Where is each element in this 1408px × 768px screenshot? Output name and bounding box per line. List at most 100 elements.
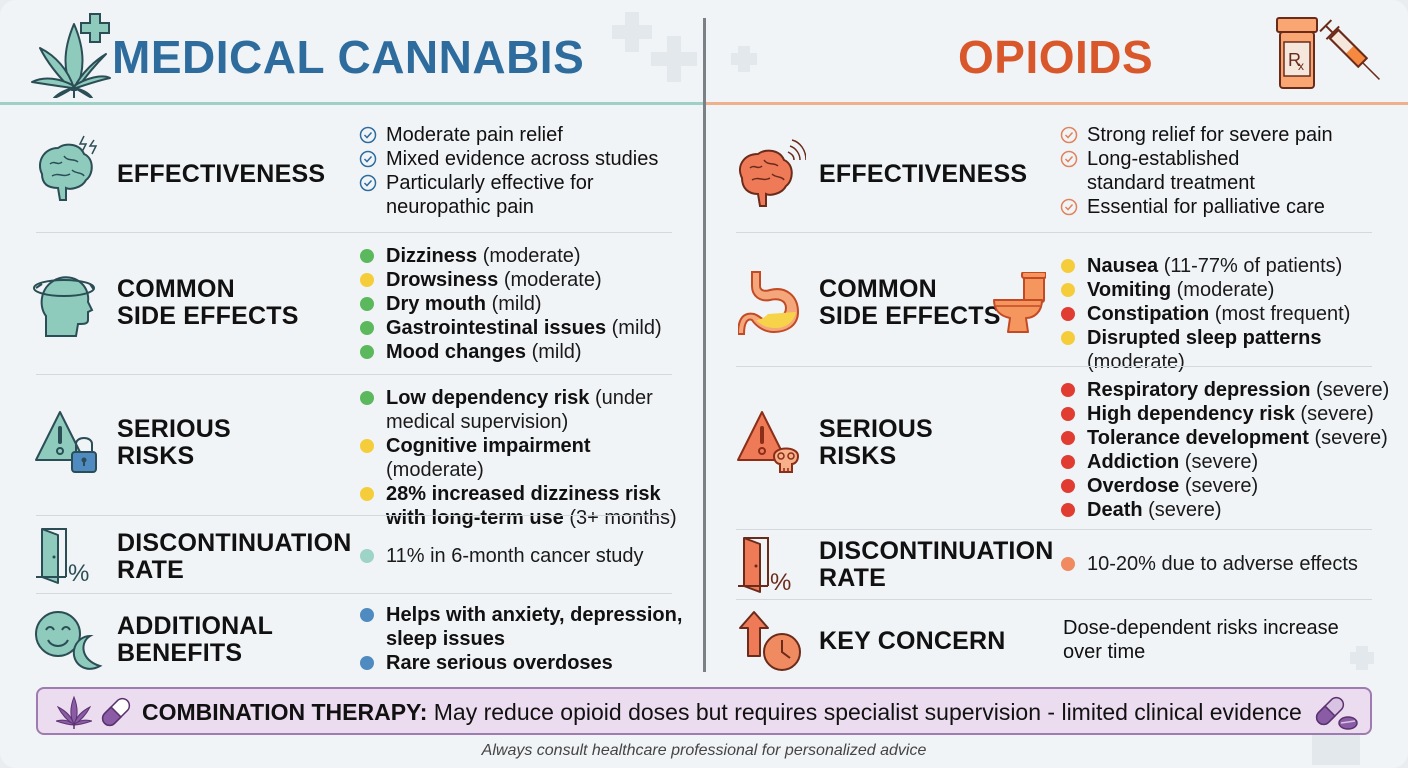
stomach-icon	[738, 271, 800, 335]
severity-dot	[1061, 331, 1075, 345]
combination-therapy-banner: COMBINATION THERAPY: May reduce opioid d…	[36, 687, 1372, 735]
column-divider	[703, 18, 706, 672]
row-separator	[736, 599, 1372, 600]
list-item: Tolerance development (severe)	[1061, 426, 1391, 450]
list-item: 11% in 6-month cancer study	[360, 544, 690, 568]
cannabis-discontinuation-list: 11% in 6-month cancer study	[360, 544, 690, 568]
severity-dot	[1061, 259, 1075, 273]
cannabis-benefits-label: ADDITIONAL BENEFITS	[117, 612, 274, 667]
opioids-key-concern-text: Dose-dependent risks increase over time	[1063, 617, 1339, 663]
pill-bottle-syringe-icon: R x	[1276, 17, 1380, 89]
list-item: Vomiting (moderate)	[1061, 278, 1406, 302]
cannabis-leaf-plus-icon	[31, 13, 111, 98]
severity-dot	[360, 249, 374, 263]
severity-dot	[1061, 455, 1075, 469]
severity-dot	[1061, 407, 1075, 421]
smile-moon-icon	[35, 611, 103, 670]
opioids-side-effects-label: COMMON SIDE EFFECTS	[819, 275, 1001, 330]
svg-text:%: %	[68, 560, 89, 585]
door-percent-icon: %	[738, 537, 791, 594]
list-item: Essential for palliative care	[1060, 195, 1391, 219]
severity-dot	[360, 656, 374, 670]
svg-text:%: %	[770, 569, 791, 594]
opioids-key-concern-label: KEY CONCERN	[819, 627, 1006, 655]
severity-dot	[1061, 557, 1075, 571]
check-circle-icon	[1060, 150, 1078, 168]
list-item: Overdose (severe)	[1061, 474, 1391, 498]
severity-dot	[360, 297, 374, 311]
severity-dot	[360, 487, 374, 501]
opioids-header-underline	[706, 102, 1408, 105]
list-item: Cognitive impairment (moderate)	[360, 434, 690, 482]
severity-dot	[1061, 283, 1075, 297]
list-item: Rare serious overdoses	[360, 651, 690, 675]
list-item: Drowsiness (moderate)	[360, 268, 690, 292]
row-separator	[736, 232, 1372, 233]
list-item: Gastrointestinal issues (mild)	[360, 316, 690, 340]
cannabis-side-effects-list: Dizziness (moderate) Drowsiness (moderat…	[360, 244, 690, 364]
list-item: 28% increased dizziness risk with long-t…	[360, 482, 690, 530]
list-item: Addiction (severe)	[1061, 450, 1391, 474]
row-separator	[36, 515, 672, 516]
opioids-discontinuation-label: DISCONTINUATION RATE	[819, 537, 1054, 592]
severity-dot	[360, 439, 374, 453]
row-separator	[36, 232, 672, 233]
row-separator	[736, 366, 1372, 367]
list-item: Mood changes (mild)	[360, 340, 690, 364]
list-item: Death (severe)	[1061, 498, 1391, 522]
bg-plus-decoration	[1350, 652, 1374, 664]
cannabis-title: MEDICAL CANNABIS	[112, 31, 585, 83]
check-circle-icon	[359, 126, 377, 144]
cannabis-leaf-icon	[56, 695, 92, 729]
warning-skull-icon	[737, 411, 800, 473]
list-item: Long-established standard treatment	[1060, 147, 1391, 195]
list-item: High dependency risk (severe)	[1061, 402, 1391, 426]
list-item: 10-20% due to adverse effects	[1061, 552, 1391, 576]
list-item: Low dependency risk (under medical super…	[360, 386, 690, 434]
dizzy-head-icon	[33, 276, 95, 337]
cannabis-discontinuation-label: DISCONTINUATION RATE	[117, 529, 352, 584]
list-item: Nausea (11-77% of patients)	[1061, 254, 1406, 278]
brain-waves-icon	[739, 139, 806, 207]
svg-text:x: x	[1298, 59, 1304, 73]
cannabis-effectiveness-label: EFFECTIVENESS	[117, 160, 326, 188]
toilet-icon	[993, 272, 1046, 333]
check-circle-icon	[359, 174, 377, 192]
arrow-up-clock-icon	[739, 611, 801, 671]
opioids-side-effects-list: Nausea (11-77% of patients) Vomiting (mo…	[1061, 254, 1406, 374]
list-item: Dizziness (moderate)	[360, 244, 690, 268]
severity-dot	[1061, 383, 1075, 397]
severity-dot	[360, 321, 374, 335]
cannabis-effectiveness-list: Moderate pain relief Mixed evidence acro…	[359, 123, 690, 219]
row-separator	[36, 593, 672, 594]
opioids-serious-risks-list: Respiratory depression (severe) High dep…	[1061, 378, 1391, 522]
severity-dot	[360, 608, 374, 622]
brain-lightning-icon	[39, 135, 98, 201]
list-item: Disrupted sleep patterns (moderate)	[1061, 326, 1406, 374]
list-item: Helps with anxiety, depression, sleep is…	[360, 603, 690, 651]
severity-dot	[360, 549, 374, 563]
row-separator	[736, 529, 1372, 530]
opioids-effectiveness-label: EFFECTIVENESS	[819, 160, 1028, 188]
severity-dot	[1061, 503, 1075, 517]
opioids-title: OPIOIDS	[958, 31, 1154, 83]
check-circle-icon	[1060, 198, 1078, 216]
severity-dot	[1061, 307, 1075, 321]
svg-text:R: R	[1288, 50, 1301, 70]
check-circle-icon	[359, 150, 377, 168]
severity-dot	[360, 273, 374, 287]
opioids-discontinuation-list: 10-20% due to adverse effects	[1061, 552, 1391, 576]
bg-plus-decoration	[651, 52, 697, 66]
cannabis-benefits-list: Helps with anxiety, depression, sleep is…	[360, 603, 690, 675]
list-item: Strong relief for severe pain	[1060, 123, 1391, 147]
list-item: Mixed evidence across studies	[359, 147, 690, 171]
capsule-icon	[101, 697, 131, 727]
cannabis-side-effects-label: COMMON SIDE EFFECTS	[117, 275, 299, 330]
bg-plus-decoration	[612, 25, 652, 39]
cannabis-serious-risks-label: SERIOUS RISKS	[117, 415, 231, 470]
severity-dot	[1061, 479, 1075, 493]
combination-therapy-text: COMBINATION THERAPY: May reduce opioid d…	[142, 699, 1302, 725]
opioids-effectiveness-list: Strong relief for severe pain Long-estab…	[1060, 123, 1391, 219]
row-separator	[36, 374, 672, 375]
